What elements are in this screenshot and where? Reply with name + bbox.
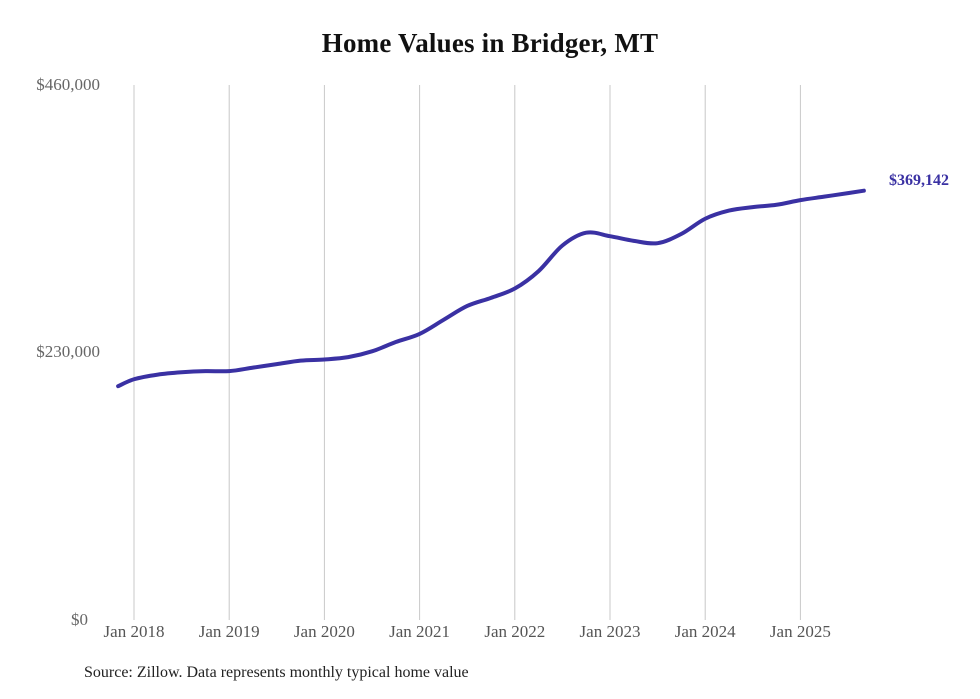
x-axis-tick-label: Jan 2018 (103, 622, 165, 641)
source-note: Source: Zillow. Data represents monthly … (84, 664, 469, 681)
gridlines (133, 85, 801, 620)
y-axis-label-top: $460,000 (36, 75, 100, 94)
chart-title: Home Values in Bridger, MT (321, 28, 659, 58)
y-axis-label-bottom: $0 (71, 610, 88, 629)
x-axis-tick-label: Jan 2022 (484, 622, 546, 641)
x-axis-tick-label: Jan 2023 (579, 622, 641, 641)
x-axis-tick-label: Jan 2021 (389, 622, 451, 641)
y-axis-label-mid: $230,000 (36, 342, 100, 361)
x-axis-tick-label: Jan 2019 (198, 622, 260, 641)
x-axis-tick-label: Jan 2024 (674, 622, 736, 641)
x-axis-tick-label: Jan 2025 (769, 622, 831, 641)
x-axis-tick-label: Jan 2020 (293, 622, 355, 641)
home-value-line (116, 188, 866, 389)
end-value-label: $369,142 (889, 172, 949, 189)
